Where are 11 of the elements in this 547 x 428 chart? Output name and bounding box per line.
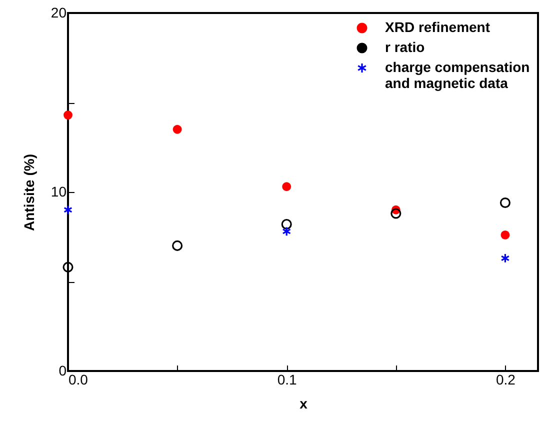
y-tick-label: 10: [50, 184, 67, 200]
y-tick-label: 20: [50, 4, 67, 20]
x-tick-label: 0.1: [277, 372, 298, 388]
legend-label: charge compensation and magnetic data: [385, 59, 530, 91]
y-tick-label: 0: [58, 362, 67, 378]
legend-label: XRD refinement: [385, 19, 490, 35]
y-axis-title: Antisite (%): [20, 154, 37, 231]
x-tick-label: 0.2: [496, 372, 516, 388]
x-tick-label: 0.0: [68, 372, 88, 388]
legend-label: r ratio: [385, 39, 425, 55]
x-axis-title: x: [300, 396, 308, 412]
